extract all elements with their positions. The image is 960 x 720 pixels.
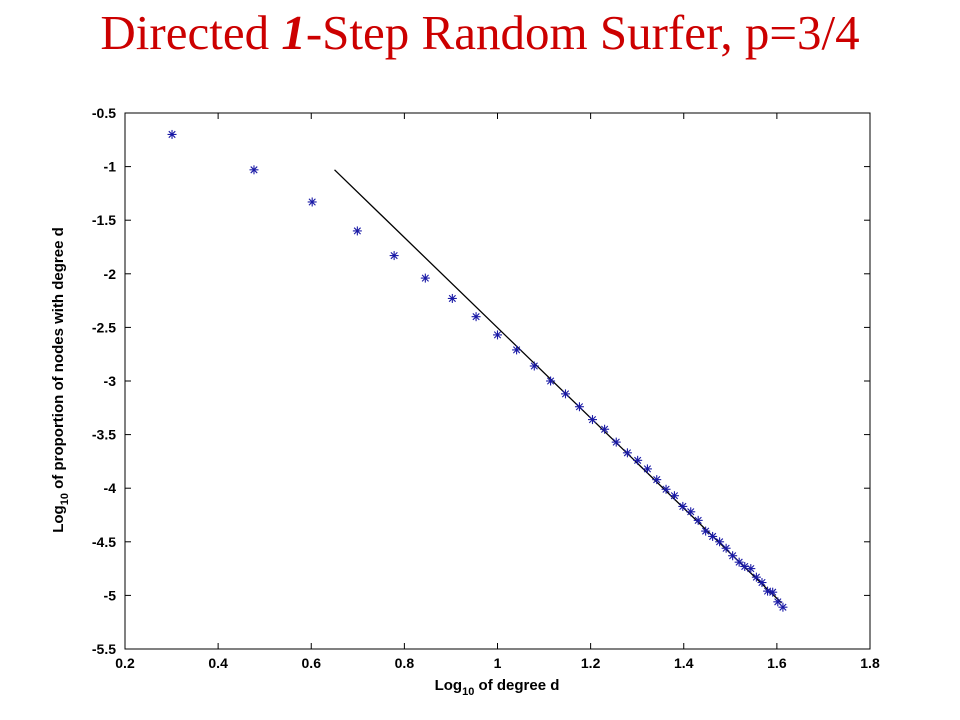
data-point	[669, 491, 679, 501]
data-point	[708, 531, 718, 541]
y-tick-label: -1	[104, 159, 117, 175]
x-tick-label: 1.4	[674, 655, 694, 671]
data-point	[529, 361, 539, 371]
data-points	[167, 129, 788, 612]
data-point	[751, 572, 761, 582]
data-point	[574, 402, 584, 412]
data-point	[693, 515, 703, 525]
data-point	[678, 501, 688, 511]
x-axis-ticks: 0.2 0.4 0.6 0.8 1 1.2 1.4 1.6 1.8	[115, 113, 880, 671]
plot-area	[124, 112, 871, 650]
x-tick-label: 0.6	[302, 655, 322, 671]
data-point	[471, 312, 481, 322]
data-point	[701, 526, 711, 536]
data-point	[768, 587, 778, 597]
x-tick-label: 1	[494, 655, 502, 671]
x-axis-label: Log10 of degree d	[435, 677, 560, 698]
data-point	[642, 464, 652, 474]
y-tick-label: -4.5	[92, 534, 116, 550]
data-point	[773, 597, 783, 607]
data-point	[622, 448, 632, 458]
data-point	[728, 551, 738, 561]
data-point	[661, 484, 671, 494]
data-point	[560, 389, 570, 399]
title-suffix: -Step Random Surfer, p=3/4	[305, 5, 860, 60]
x-axis-label-main: Log	[435, 677, 463, 694]
y-axis-label-sub: 10	[59, 493, 71, 505]
y-tick-label: -3	[104, 373, 117, 389]
data-point	[546, 376, 556, 386]
title-emphasis: 1	[281, 5, 306, 60]
chart-title: Directed 1-Step Random Surfer, p=3/4	[0, 4, 960, 61]
data-point	[757, 578, 767, 588]
y-axis-ticks: -0.5 -1 -1.5 -2 -2.5 -3 -3.5 -4 -4.5 -5 -5.5	[92, 105, 870, 657]
data-point	[307, 197, 317, 207]
y-tick-label: -5	[104, 587, 117, 603]
data-point	[389, 251, 399, 261]
y-tick-label: -0.5	[92, 105, 116, 121]
data-point	[686, 507, 696, 517]
y-tick-label: -3.5	[92, 427, 116, 443]
data-point	[778, 602, 788, 612]
data-point	[633, 455, 643, 465]
data-point	[587, 415, 597, 425]
x-tick-label: 1.6	[767, 655, 787, 671]
data-point	[715, 537, 725, 547]
y-tick-label: -5.5	[92, 641, 116, 657]
data-point	[167, 129, 177, 139]
data-point	[746, 564, 756, 574]
y-axis-label-main: Log	[50, 505, 67, 533]
x-tick-label: 1.8	[860, 655, 880, 671]
y-axis-label: Log10 of proportion of nodes with degree…	[50, 227, 71, 533]
data-point	[352, 226, 362, 236]
y-tick-label: -2	[104, 266, 117, 282]
x-tick-label: 0.4	[208, 655, 228, 671]
y-tick-label: -4	[104, 480, 117, 496]
y-axis-label-rest: of proportion of nodes with degree d	[50, 227, 67, 493]
data-point	[493, 330, 502, 340]
data-point	[763, 586, 773, 596]
data-point	[512, 345, 522, 355]
x-tick-label: 0.2	[115, 655, 135, 671]
x-tick-label: 1.2	[581, 655, 601, 671]
data-point	[420, 273, 430, 283]
x-tick-label: 0.8	[395, 655, 415, 671]
x-axis-label-sub: 10	[462, 686, 474, 698]
data-point	[721, 543, 731, 553]
title-prefix: Directed	[100, 5, 282, 60]
y-tick-label: -1.5	[92, 212, 116, 228]
data-point	[734, 557, 744, 567]
x-axis-label-rest: of degree d	[474, 677, 559, 694]
data-point	[652, 475, 662, 485]
data-point	[600, 424, 610, 434]
data-point	[249, 165, 259, 175]
data-point	[611, 437, 621, 447]
data-point	[447, 293, 457, 303]
y-tick-label: -2.5	[92, 319, 116, 335]
